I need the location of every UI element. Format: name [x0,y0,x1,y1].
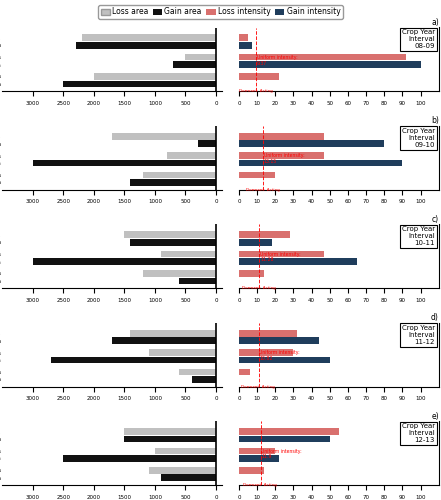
Bar [75,42,216,48]
Text: Crop Year
Interval
10-11: Crop Year Interval 10-11 [402,226,435,246]
Text: b): b) [431,116,439,126]
Bar [161,474,216,481]
Text: Uniform intensity:
11.28: Uniform intensity: 11.28 [260,252,301,262]
Bar [124,428,216,435]
Bar [149,467,216,474]
Text: c): c) [432,215,439,224]
Bar [239,133,324,140]
Text: a): a) [431,18,439,27]
Bar [173,61,216,68]
Bar [82,34,216,41]
Bar [239,54,406,60]
Bar [239,152,324,159]
Bar [149,349,216,356]
Text: Crop Year
Interval
11-12: Crop Year Interval 11-12 [402,325,435,345]
Bar [167,152,216,159]
Bar [33,258,216,265]
Bar [239,239,272,246]
Text: Dormant: Acting: Dormant: Acting [242,286,276,290]
Bar [186,54,216,60]
Bar [239,270,264,277]
Bar [239,42,252,48]
Bar [131,179,216,186]
Bar [198,140,216,147]
Text: Dormant: Acting: Dormant: Acting [243,483,277,487]
Bar [239,73,279,80]
Bar [239,349,293,356]
Bar [239,34,248,41]
Bar [239,338,319,344]
Bar [239,251,324,258]
Bar [239,448,275,454]
Bar [239,140,384,147]
Text: Uniform intensity:
13.15: Uniform intensity: 13.15 [264,153,304,164]
Text: Crop Year
Interval
09-10: Crop Year Interval 09-10 [402,128,435,148]
Bar [33,160,216,166]
Bar [239,368,250,376]
Bar [124,436,216,442]
Text: Dormant: Acting: Dormant: Acting [246,188,279,192]
Text: Uniform intensity:
9.37: Uniform intensity: 9.37 [257,54,297,66]
Bar [131,239,216,246]
Text: Uniform intensity:
11.9: Uniform intensity: 11.9 [262,448,302,460]
Bar [64,455,216,462]
Bar [239,455,279,462]
Bar [124,232,216,238]
Text: Dormant: Acting: Dormant: Acting [239,89,273,93]
Bar [239,356,330,364]
Bar [179,278,216,284]
Text: Crop Year
Interval
08-09: Crop Year Interval 08-09 [402,30,435,50]
Bar [51,356,216,364]
Bar [239,428,339,435]
Bar [112,338,216,344]
Bar [239,467,264,474]
Bar [239,330,297,336]
Bar [161,251,216,258]
Text: Dormant: Acting: Dormant: Acting [241,384,275,388]
Bar [239,160,403,166]
Bar [239,172,275,178]
Bar [239,61,421,68]
Bar [112,133,216,140]
Text: Uniform intensity:
10.82: Uniform intensity: 10.82 [259,350,300,361]
Bar [131,330,216,336]
Bar [64,80,216,87]
Text: Crop Year
Interval
12-13: Crop Year Interval 12-13 [402,424,435,444]
Text: d): d) [431,314,439,322]
Bar [143,270,216,277]
Legend: Loss area, Gain area, Loss intensity, Gain intensity: Loss area, Gain area, Loss intensity, Ga… [98,5,343,19]
Bar [94,73,216,80]
Bar [239,258,357,265]
Bar [239,436,330,442]
Text: e): e) [431,412,439,421]
Bar [155,448,216,454]
Bar [239,232,290,238]
Bar [143,172,216,178]
Bar [191,376,216,382]
Bar [179,368,216,376]
